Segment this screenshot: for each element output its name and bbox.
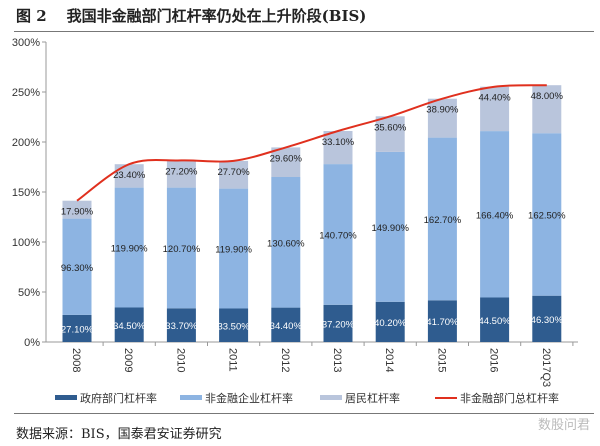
data-label: 17.90% xyxy=(61,207,94,218)
bar-gov xyxy=(427,300,457,342)
bar-gov xyxy=(375,301,405,342)
data-label: 34.50% xyxy=(113,321,146,332)
watermark: 数股问君 xyxy=(537,418,590,433)
y-tick-label: 0% xyxy=(24,337,40,349)
data-label: 37.20% xyxy=(322,319,355,330)
data-label: 119.90% xyxy=(111,244,148,255)
bar-household xyxy=(271,147,301,177)
data-label: 166.40% xyxy=(476,210,514,221)
bar-gov xyxy=(271,307,301,342)
data-label: 35.60% xyxy=(374,122,407,133)
x-tick-label: 2016 xyxy=(488,348,500,372)
bar-household xyxy=(532,85,562,134)
title-text: 我国非金融部门杠杆率仍处在上升阶段(BIS) xyxy=(66,7,367,25)
bar-corp xyxy=(375,151,405,302)
data-label: 119.90% xyxy=(215,245,252,256)
figure-title: 图 2 我国非金融部门杠杆率仍处在上升阶段(BIS) xyxy=(16,5,366,26)
figure-number: 图 2 xyxy=(16,7,47,25)
data-label: 48.00% xyxy=(531,91,564,102)
legend-label: 居民杠杆率 xyxy=(345,391,400,405)
data-label: 38.90% xyxy=(426,105,459,116)
bar-gov xyxy=(532,295,562,342)
bar-gov xyxy=(480,297,510,342)
data-label: 140.70% xyxy=(319,230,357,241)
data-label: 130.60% xyxy=(267,238,305,249)
bar-household xyxy=(480,86,510,132)
data-label: 27.20% xyxy=(165,166,198,177)
bar-household xyxy=(323,131,353,165)
bar-gov xyxy=(219,308,249,342)
x-tick-label: 2010 xyxy=(174,348,186,372)
data-label: 33.10% xyxy=(322,137,355,148)
y-tick-label: 300% xyxy=(12,37,40,49)
footer-divider xyxy=(14,413,594,414)
legend-label: 非金融部门总杠杆率 xyxy=(460,391,559,405)
data-label: 29.60% xyxy=(270,153,303,164)
data-label: 44.50% xyxy=(478,316,511,327)
x-tick-label: 2013 xyxy=(331,348,343,372)
legend-label: 非金融企业杠杆率 xyxy=(205,391,293,405)
legend-swatch xyxy=(55,395,77,400)
line-total xyxy=(76,84,547,202)
bar-corp xyxy=(62,218,92,315)
x-tick-label: 2015 xyxy=(435,348,447,372)
bar-household xyxy=(166,160,196,188)
x-tick-label: 2011 xyxy=(227,348,239,372)
data-label: 23.40% xyxy=(113,170,146,181)
data-label: 41.70% xyxy=(426,317,459,328)
bar-household xyxy=(114,164,144,188)
x-tick-label: 2009 xyxy=(122,348,134,372)
bar-gov xyxy=(323,304,353,342)
data-label: 46.30% xyxy=(531,315,564,326)
bar-household xyxy=(375,116,405,152)
bar-household xyxy=(219,160,249,189)
data-label: 40.20% xyxy=(374,318,407,329)
y-tick-label: 200% xyxy=(12,137,40,149)
bar-corp xyxy=(219,188,249,309)
y-tick-label: 250% xyxy=(12,87,40,99)
data-label: 162.50% xyxy=(528,210,566,221)
y-tick-label: 150% xyxy=(12,187,40,199)
data-label: 33.70% xyxy=(165,321,198,332)
data-label: 96.30% xyxy=(61,263,94,274)
source-note: 数据来源：BIS，国泰君安证券研究 xyxy=(16,427,222,442)
data-label: 149.90% xyxy=(371,223,409,234)
bar-corp xyxy=(271,177,301,308)
bar-corp xyxy=(114,187,144,308)
x-tick-label: 2008 xyxy=(70,348,82,372)
data-label: 34.40% xyxy=(270,321,303,332)
y-tick-label: 50% xyxy=(18,287,40,299)
bar-corp xyxy=(323,164,353,305)
title-divider xyxy=(14,31,594,32)
x-tick-label: 2014 xyxy=(383,348,395,372)
bar-gov xyxy=(114,307,144,342)
data-label: 27.70% xyxy=(217,167,250,178)
data-label: 44.40% xyxy=(478,93,511,104)
data-label: 27.10% xyxy=(61,324,94,335)
legend-swatch xyxy=(180,395,202,400)
bar-corp xyxy=(532,133,562,296)
data-label: 33.50% xyxy=(217,321,250,332)
x-tick-label: 2012 xyxy=(279,348,291,372)
bar-corp xyxy=(480,131,510,298)
x-tick-label: 2017Q3 xyxy=(540,348,552,387)
y-tick-label: 100% xyxy=(12,237,40,249)
data-label: 162.70% xyxy=(424,215,462,226)
bar-corp xyxy=(166,187,196,309)
bar-household xyxy=(427,98,457,138)
bar-household xyxy=(62,200,92,219)
legend-label: 政府部门杠杆率 xyxy=(80,391,157,405)
bar-gov xyxy=(166,308,196,342)
data-label: 120.70% xyxy=(163,244,201,255)
bar-gov xyxy=(62,314,92,342)
bar-corp xyxy=(427,137,457,301)
legend-swatch xyxy=(320,395,342,400)
